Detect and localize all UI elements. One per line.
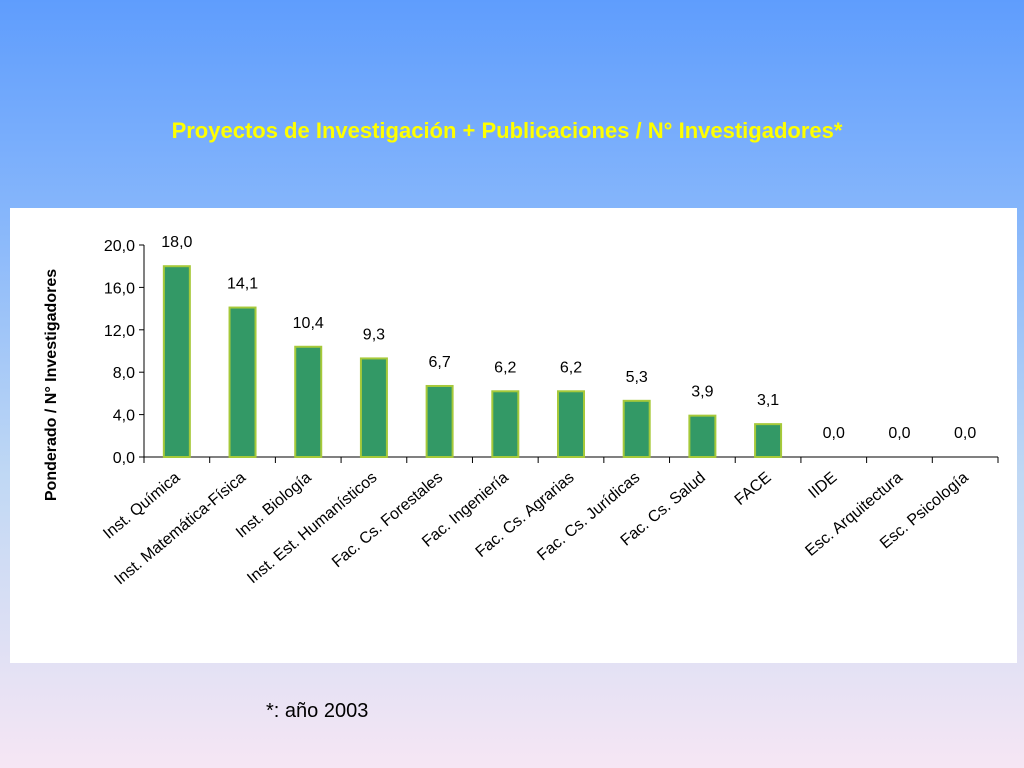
y-axis-title: Ponderado / N° Investigadores xyxy=(43,269,60,501)
bar xyxy=(754,423,783,458)
data-label: 3,1 xyxy=(757,392,779,409)
bar-chart: 0,0 4,0 8,0 12,0 16,0 20,0 Ponderado / N° Inve… xyxy=(43,234,999,588)
category-label: Fac. Cs. Forestales xyxy=(329,469,446,571)
category-label: IIDE xyxy=(806,469,841,502)
data-label: 14,1 xyxy=(227,276,258,293)
category-label: Inst. Est. Humanísticos xyxy=(244,469,380,587)
bar xyxy=(557,390,585,458)
chart-panel: 0,0 4,0 8,0 12,0 16,0 20,0 Ponderado / N° Inve… xyxy=(10,208,1017,663)
bar xyxy=(622,399,651,459)
bar xyxy=(688,414,717,459)
category-label: FACE xyxy=(732,469,775,509)
y-tick-label: 0,0 xyxy=(113,450,135,467)
bar xyxy=(228,306,257,459)
slide-title: Proyectos de Investigación + Publicacion… xyxy=(171,118,843,143)
y-tick-label: 4,0 xyxy=(113,408,135,425)
data-label: 0,0 xyxy=(954,425,976,442)
data-label: 0,0 xyxy=(823,425,845,442)
data-label: 3,9 xyxy=(691,384,713,401)
data-label: 6,7 xyxy=(428,354,450,371)
bar xyxy=(359,357,388,458)
data-label: 9,3 xyxy=(363,326,385,343)
data-label: 5,3 xyxy=(626,369,648,386)
y-tick-label: 16,0 xyxy=(104,280,135,297)
y-tick-label: 20,0 xyxy=(104,238,135,255)
bar xyxy=(294,345,323,458)
data-label: 6,2 xyxy=(560,359,582,376)
data-label: 18,0 xyxy=(161,234,192,251)
data-label: 0,0 xyxy=(888,425,910,442)
footnote: *: año 2003 xyxy=(266,700,369,722)
bar xyxy=(425,384,454,458)
data-label: 10,4 xyxy=(293,315,324,332)
y-tick-label: 8,0 xyxy=(113,365,135,382)
y-tick-label: 12,0 xyxy=(104,323,135,340)
bar xyxy=(491,390,520,458)
data-label: 6,2 xyxy=(494,359,516,376)
category-label: Inst. Matemática-Física xyxy=(111,469,249,588)
bar xyxy=(162,265,191,459)
